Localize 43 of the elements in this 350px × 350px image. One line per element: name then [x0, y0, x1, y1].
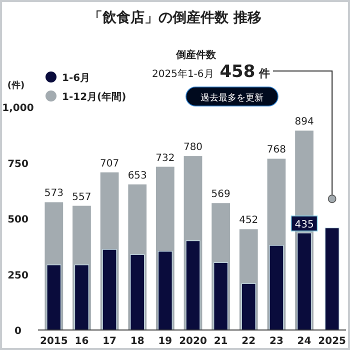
x-tick-label: 2020 — [179, 336, 207, 347]
legend-label: 1-12月(年間) — [62, 91, 126, 103]
x-tick-label: 19 — [158, 336, 172, 347]
data-label: 732 — [156, 152, 175, 164]
x-tick-label: 23 — [269, 336, 284, 347]
y-tick-label: 250 — [8, 270, 28, 282]
x-tick-label: 16 — [74, 336, 89, 347]
y-tick-label: 750 — [8, 158, 28, 170]
annotation: 倒産件数 2025年1-6月 458 件 — [152, 50, 270, 82]
y-tick-label: 500 — [8, 214, 28, 226]
data-label: 435 — [294, 219, 314, 230]
bar — [158, 250, 172, 330]
y-tick-label: 1,000 — [2, 103, 34, 114]
data-label: 894 — [294, 116, 314, 128]
x-tick-label: 21 — [214, 336, 228, 347]
legend-label: 1-6月 — [62, 73, 90, 84]
data-label: 569 — [211, 189, 230, 200]
data-label: 780 — [183, 142, 203, 154]
bar — [269, 245, 284, 330]
bar — [241, 283, 256, 330]
bar — [214, 262, 228, 330]
x-tick-label: 18 — [130, 336, 144, 347]
bar — [186, 240, 200, 330]
data-label: 768 — [266, 144, 286, 156]
y-tick-label: 0 — [14, 326, 22, 337]
data-label: 653 — [128, 170, 147, 182]
x-tick-label: 24 — [297, 336, 312, 347]
bar — [130, 254, 145, 330]
data-label: 573 — [44, 188, 64, 200]
bar — [46, 264, 62, 330]
y-axis-title: (件) — [7, 80, 25, 91]
data-label: 557 — [72, 192, 92, 203]
bar — [102, 249, 117, 330]
x-tick-label: 2015 — [40, 336, 68, 347]
chart-title: 「飲食店」の倒産件数 推移 — [88, 9, 262, 26]
x-tick-label: 22 — [242, 336, 256, 347]
x-tick-label: 2025 — [318, 336, 346, 347]
bar — [324, 228, 340, 330]
data-label: 707 — [100, 158, 120, 170]
x-tick-label: 17 — [102, 336, 117, 347]
badge: 過去最多を更新 — [186, 86, 278, 106]
bar — [74, 264, 89, 330]
data-label: 452 — [239, 215, 258, 226]
